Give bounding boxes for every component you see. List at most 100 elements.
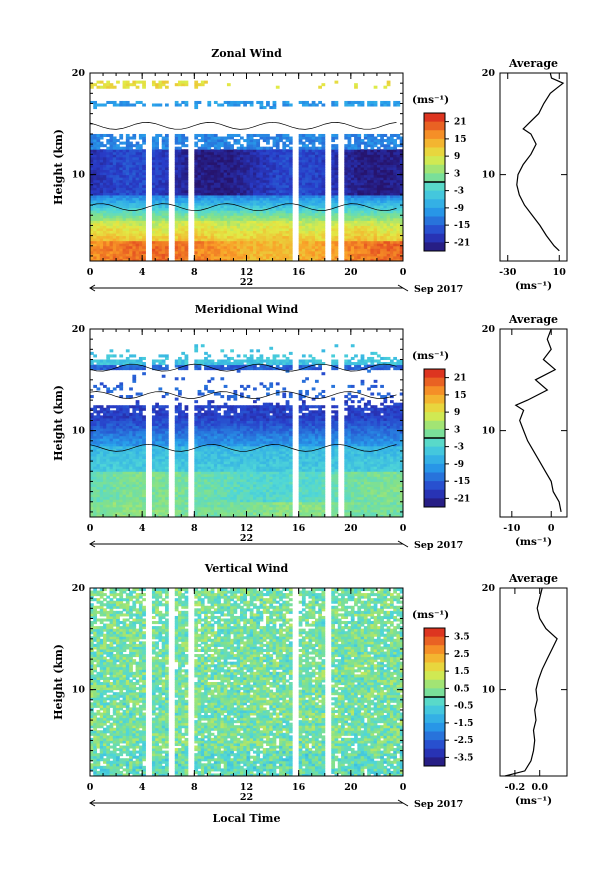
heatmap-cell: [210, 184, 215, 188]
heatmap-cell: [138, 253, 143, 257]
heatmap-cell: [184, 205, 189, 209]
heatmap-cell: [233, 187, 238, 191]
heatmap-cell: [210, 189, 215, 193]
heatmap-cell: [226, 222, 231, 226]
colorbar-tick-label: 9: [454, 152, 460, 162]
heatmap-cell: [220, 255, 225, 259]
heatmap-cell: [106, 210, 111, 214]
heatmap-cell: [122, 248, 127, 252]
heatmap-cell: [200, 238, 205, 242]
heatmap-cell: [347, 133, 352, 138]
heatmap-cell: [164, 215, 169, 219]
heatmap-cell: [122, 245, 127, 249]
heatmap-cell: [119, 164, 124, 168]
heatmap-cell: [99, 192, 104, 196]
heatmap-cell: [236, 154, 241, 158]
heatmap-cell: [99, 207, 104, 211]
heatmap-cell: [103, 189, 107, 193]
heatmap-cell: [373, 85, 378, 89]
heatmap-cell: [135, 169, 140, 173]
heatmap-cell: [174, 230, 179, 234]
heatmap-cell: [103, 227, 107, 232]
heatmap-cell: [119, 245, 124, 249]
heatmap-cell: [223, 167, 228, 171]
heatmap-cell: [158, 205, 163, 209]
heatmap-cell: [279, 133, 283, 138]
heatmap-cell: [132, 136, 137, 140]
heatmap-cell: [207, 194, 212, 198]
heatmap-cell: [357, 100, 362, 104]
heatmap-cell: [96, 405, 101, 409]
heatmap-cell: [181, 258, 186, 262]
heatmap-cell: [396, 144, 401, 148]
heatmap-cell: [116, 220, 120, 224]
heatmap-cell: [230, 255, 234, 259]
heatmap-cell: [321, 83, 326, 87]
heatmap-cell: [236, 227, 241, 232]
heatmap-cell: [112, 159, 117, 163]
heatmap-cell: [132, 227, 137, 232]
heatmap-cell: [223, 200, 228, 204]
heatmap-cell: [223, 210, 228, 214]
heatmap-cell: [181, 100, 186, 104]
heatmap-cell: [155, 202, 159, 206]
heatmap-cell: [142, 240, 146, 244]
heatmap-cell: [178, 151, 182, 155]
heatmap-cell: [181, 227, 186, 232]
heatmap-cell: [103, 192, 107, 196]
heatmap-cell: [210, 156, 215, 160]
heatmap-cell: [161, 167, 166, 171]
heatmap-cell: [103, 156, 107, 160]
heatmap-cell: [217, 227, 221, 232]
heatmap-cell: [184, 255, 189, 259]
heatmap-cell: [204, 172, 208, 176]
heatmap-cell: [158, 215, 163, 219]
heatmap-cell: [125, 197, 130, 201]
heatmap-cell: [151, 233, 156, 237]
heatmap-cell: [226, 215, 231, 219]
heatmap-cell: [155, 182, 159, 186]
heatmap-cell: [151, 167, 156, 171]
heatmap-cell: [226, 164, 231, 168]
heatmap-cell: [158, 83, 163, 87]
heatmap-cell: [122, 253, 127, 257]
heatmap-cell: [217, 174, 221, 178]
heatmap-cell: [112, 189, 117, 193]
heatmap-cell: [305, 133, 309, 138]
heatmap-cell: [236, 222, 241, 226]
heatmap-cell: [223, 187, 228, 191]
heatmap-cell: [236, 187, 241, 191]
heatmap-cell: [112, 103, 117, 107]
heatmap-cell: [210, 154, 215, 158]
heatmap-cell: [204, 238, 208, 242]
heatmap-cell: [200, 151, 205, 155]
heatmap-cell: [204, 161, 208, 165]
heatmap-cell: [151, 258, 156, 262]
heatmap-cell: [116, 187, 120, 191]
heatmap-cell: [90, 245, 94, 249]
heatmap-cell: [178, 172, 182, 176]
heatmap-cell: [223, 136, 228, 140]
heatmap-cell: [125, 136, 130, 140]
heatmap-cell: [236, 205, 241, 209]
heatmap-cell: [155, 230, 159, 234]
heatmap-cell: [207, 184, 212, 188]
heatmap-cell: [155, 156, 159, 160]
heatmap-cell: [236, 159, 241, 163]
heatmap-cell: [184, 161, 189, 165]
heatmap-cell: [200, 172, 205, 176]
heatmap-cell: [220, 174, 225, 178]
colorbar-swatch: [424, 225, 445, 235]
heatmap-cell: [106, 189, 111, 193]
heatmap-cell: [226, 141, 231, 145]
heatmap-cell: [122, 177, 127, 181]
heatmap-cell: [138, 133, 143, 138]
heatmap-cell: [99, 405, 104, 409]
heatmap-cell: [230, 215, 234, 219]
heatmap-cell: [142, 139, 146, 143]
heatmap-cell: [220, 197, 225, 201]
colorbar-tick-label: 15: [454, 135, 467, 145]
heatmap-cell: [213, 159, 218, 163]
heatmap-cell: [298, 146, 303, 150]
heatmap-cell: [194, 243, 199, 247]
